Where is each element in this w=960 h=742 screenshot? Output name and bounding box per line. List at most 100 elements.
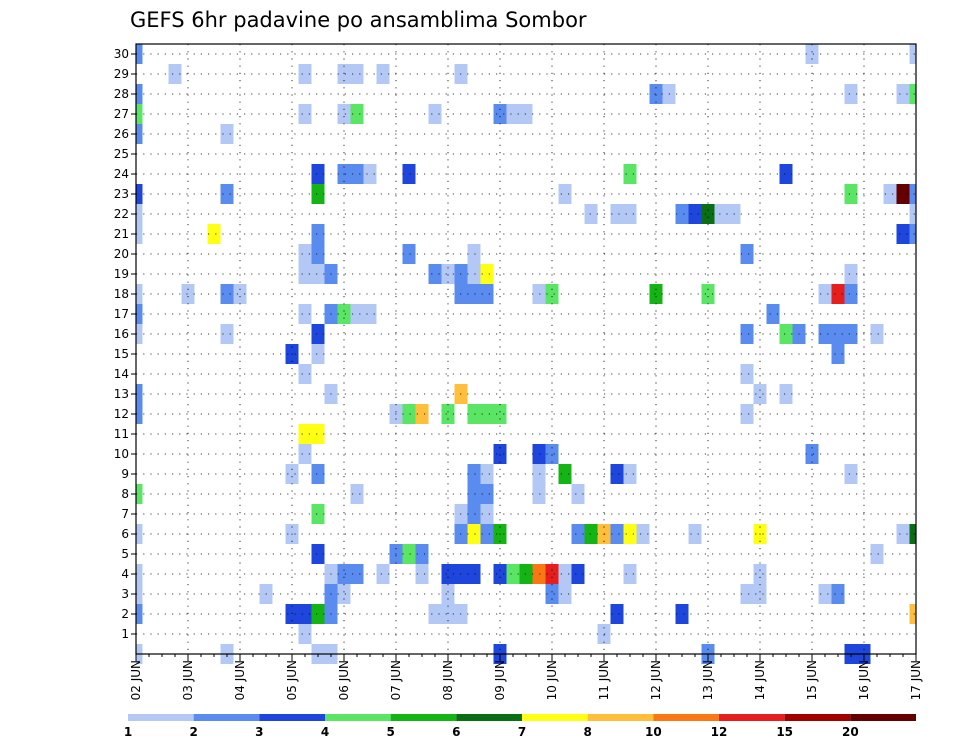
- heatmap-cell: [909, 224, 916, 244]
- heatmap-cell: [298, 104, 312, 124]
- heatmap-cell: [207, 224, 221, 244]
- color-legend: 1 2 3 4 5 6 7 8 10 12 15 20: [124, 714, 916, 739]
- heatmap-cell: [753, 384, 767, 404]
- heatmap-cell: [649, 84, 663, 104]
- heatmap-cell: [532, 484, 546, 504]
- legend-swatch: [128, 714, 194, 721]
- legend-swatch: [259, 714, 325, 721]
- heatmap-cell: [623, 164, 637, 184]
- heatmap-cell: [415, 544, 429, 564]
- heatmap-cell: [311, 184, 325, 204]
- heatmap-cell: [909, 524, 916, 544]
- legend-swatch: [390, 714, 457, 721]
- heatmap-cell: [285, 464, 299, 484]
- heatmap-cell: [740, 404, 754, 424]
- heatmap-cell: [136, 304, 143, 324]
- y-tick-label: 21: [114, 227, 129, 241]
- legend-label: 2: [189, 725, 197, 739]
- heatmap-cell: [740, 244, 754, 264]
- heatmap-cell: [311, 324, 325, 344]
- heatmap-cell: [909, 44, 916, 64]
- legend-label: 6: [452, 725, 460, 739]
- heatmap-cell: [428, 264, 442, 284]
- y-axis: 1234567891011121314151617181920212223242…: [114, 47, 136, 641]
- heatmap-cell: [740, 364, 754, 384]
- y-tick-label: 23: [114, 187, 129, 201]
- x-tick-label: 11 JUN: [597, 660, 611, 700]
- heatmap-cell: [610, 604, 624, 624]
- x-tick-label: 15 JUN: [805, 660, 819, 700]
- heatmap-cell: [467, 564, 481, 584]
- legend-label: 20: [842, 725, 859, 739]
- heatmap-cell: [441, 264, 455, 284]
- heatmap-cell: [883, 184, 897, 204]
- heatmap-cell: [844, 284, 858, 304]
- legend-label: 10: [645, 725, 662, 739]
- heatmap-cell: [376, 564, 390, 584]
- heatmap-cell: [831, 284, 845, 304]
- heatmap-cell: [493, 104, 507, 124]
- heatmap-cell: [220, 184, 234, 204]
- heatmap-cell: [909, 204, 916, 224]
- y-tick-label: 28: [114, 87, 129, 101]
- y-tick-label: 8: [121, 487, 129, 501]
- heatmap-cell: [441, 404, 455, 424]
- legend-label: 4: [321, 725, 329, 739]
- heatmap-cell: [298, 604, 312, 624]
- heatmap-cell: [136, 204, 143, 224]
- heatmap-cell: [136, 484, 143, 504]
- heatmap-cell: [805, 44, 819, 64]
- legend-label: 7: [518, 725, 526, 739]
- heatmap-cell: [181, 284, 195, 304]
- heatmap-cell: [571, 564, 585, 584]
- heatmap-cell: [532, 564, 546, 584]
- heatmap-cell: [136, 84, 143, 104]
- heatmap-cell: [350, 64, 364, 84]
- heatmap-cell: [831, 324, 845, 344]
- x-tick-label: 10 JUN: [545, 660, 559, 700]
- heatmap-cell: [818, 284, 832, 304]
- heatmap-cell: [480, 284, 494, 304]
- heatmap-cell: [779, 324, 793, 344]
- heatmap-cell: [337, 584, 351, 604]
- heatmap-cell: [610, 524, 624, 544]
- heatmap-cell: [571, 524, 585, 544]
- y-tick-label: 2: [121, 607, 129, 621]
- y-tick-label: 3: [121, 587, 129, 601]
- legend-swatch: [784, 714, 851, 721]
- heatmap-cell: [441, 584, 455, 604]
- heatmap-cell: [753, 584, 767, 604]
- heatmap-cell: [168, 64, 182, 84]
- heatmap-cell: [467, 524, 481, 544]
- heatmap-cell: [415, 564, 429, 584]
- heatmap-cell: [740, 584, 754, 604]
- heatmap-cell: [558, 464, 572, 484]
- x-tick-label: 09 JUN: [493, 660, 507, 700]
- heatmap-cell: [467, 284, 481, 304]
- legend-label: 3: [255, 725, 263, 739]
- x-tick-label: 08 JUN: [441, 660, 455, 700]
- legend-swatch: [719, 714, 785, 721]
- heatmap-cell: [363, 304, 377, 324]
- heatmap-cell: [467, 504, 481, 524]
- heatmap-cell: [441, 564, 455, 584]
- heatmap-cell: [558, 184, 572, 204]
- heatmap-cell: [311, 604, 325, 624]
- y-tick-label: 26: [114, 127, 129, 141]
- heatmap-cell: [909, 184, 916, 204]
- heatmap-cell: [844, 184, 858, 204]
- heatmap-cell: [493, 444, 507, 464]
- heatmap-cell: [402, 164, 416, 184]
- heatmap-cell: [298, 424, 312, 444]
- y-tick-label: 13: [114, 387, 129, 401]
- heatmap-cell: [493, 564, 507, 584]
- heatmap-cell: [896, 184, 910, 204]
- y-tick-label: 22: [114, 207, 129, 221]
- heatmap-cell: [136, 124, 143, 144]
- x-axis: 02 JUN 03 JUN 04 JUN 05 JUN 06 JUN 07 JUN 08 J…: [129, 654, 923, 700]
- heatmap-cell: [136, 324, 143, 344]
- heatmap-cell: [363, 164, 377, 184]
- y-tick-label: 7: [121, 507, 129, 521]
- heatmap-cell: [337, 564, 351, 584]
